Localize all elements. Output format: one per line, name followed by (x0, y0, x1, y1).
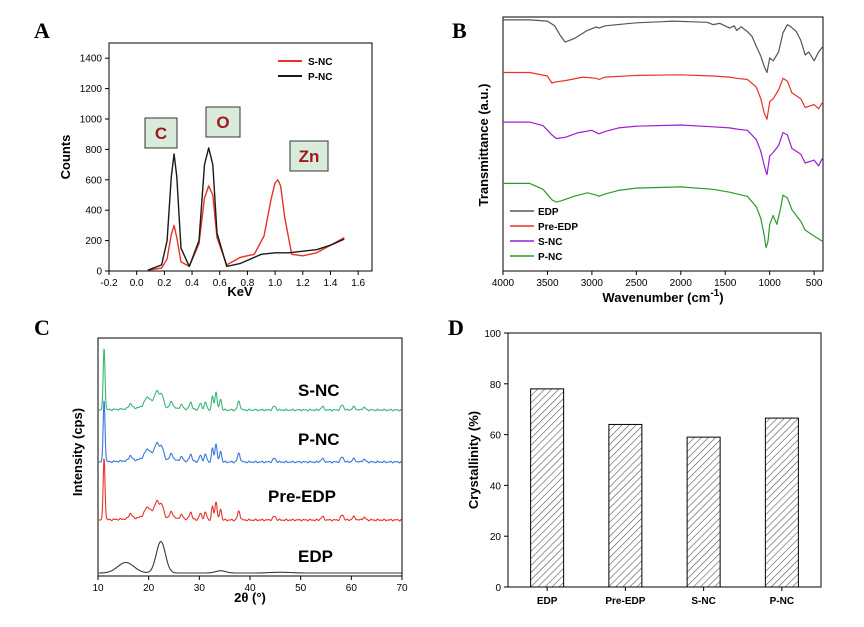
a-ytick-label: 0 (96, 267, 102, 278)
panel-a-ylabel: Counts (58, 135, 73, 180)
a-xtick-label: 1.2 (296, 278, 310, 289)
panel-d-crystallinity: 0 20 40 60 80 100 EDP Pre-EDP S-NC P-NC Crystall… (466, 329, 822, 607)
c-series-p-nc (98, 400, 402, 464)
c-series-edp (98, 540, 402, 574)
panel-letter-d: D (448, 315, 464, 340)
panel-letter-c: C (34, 315, 50, 340)
c-xtick-label: 20 (143, 583, 155, 594)
b-xtick-label: 2000 (670, 278, 693, 289)
panel-a-eds: -0.2 0.0 0.2 0.4 0.6 0.8 1.0 1.2 1.4 1.6 0 200 400 60… (58, 42, 373, 299)
c-xtick-label: 70 (396, 583, 408, 594)
d-category-label: S-NC (691, 596, 715, 607)
panel-a-frame (108, 42, 373, 272)
a-ytick-label: 1200 (80, 84, 103, 95)
element-box-o (205, 106, 241, 138)
b-xtick-label: 3000 (581, 278, 604, 289)
legend-label-s-nc: S-NC (308, 57, 332, 68)
panel-b-frame (502, 16, 824, 272)
b-xtick-label: 4000 (492, 278, 515, 289)
panel-a-xlabel: KeV (227, 284, 253, 299)
panel-b-xlabel: Wavenumber (cm-1) (602, 288, 723, 305)
d-ytick-label: 0 (495, 583, 501, 594)
a-xtick-label: 1.4 (324, 278, 338, 289)
panel-c-ylabel: Intensity (cps) (70, 408, 85, 496)
d-ytick-label: 80 (490, 380, 502, 391)
b-xtick-label: 3500 (536, 278, 559, 289)
a-xtick-label: 0.6 (213, 278, 227, 289)
a-xtick-label: 1.6 (351, 278, 365, 289)
a-xtick-label: 0.2 (157, 278, 171, 289)
xrd-label-s-nc: S-NC (298, 381, 340, 400)
element-box-c (144, 117, 178, 149)
d-ytick-label: 40 (490, 481, 502, 492)
c-xtick-label: 50 (295, 583, 307, 594)
b-series-edp (503, 19, 824, 74)
panel-c-frame (97, 337, 403, 577)
b-series-pre-edp (503, 71, 824, 120)
a-ytick-label: 200 (85, 236, 102, 247)
c-xtick-label: 60 (346, 583, 358, 594)
panel-c-xlabel: 2θ (°) (234, 590, 266, 605)
d-category-label: Pre-EDP (605, 596, 645, 607)
a-ytick-label: 1000 (80, 115, 103, 126)
a-ytick-label: 800 (85, 145, 102, 156)
panel-letter-a: A (34, 18, 50, 43)
c-series-s-nc (98, 348, 402, 412)
d-ytick-label: 100 (484, 329, 501, 340)
a-xtick-label: 1.0 (268, 278, 282, 289)
element-label-c: C (155, 124, 167, 143)
b-series-s-nc (503, 121, 824, 176)
xrd-label-p-nc: P-NC (298, 430, 340, 449)
xrd-label-pre-edp: Pre-EDP (268, 487, 336, 506)
c-series-pre-edp (98, 458, 402, 522)
a-ytick-label: 400 (85, 206, 102, 217)
element-label-o: O (216, 113, 229, 132)
c-xtick-label: 30 (194, 583, 206, 594)
a-ytick-label: 1400 (80, 54, 103, 65)
a-ytick-label: 600 (85, 175, 102, 186)
a-xtick-label: 0.8 (240, 278, 254, 289)
xrd-label-edp: EDP (298, 547, 333, 566)
d-category-label: P-NC (770, 596, 794, 607)
legend-label-edp: EDP (538, 207, 559, 218)
legend-label-p-nc-b: P-NC (538, 252, 562, 263)
bar-pre-edp (608, 423, 643, 588)
bar-s-nc (686, 436, 721, 588)
b-xtick-label: 1500 (714, 278, 737, 289)
a-xtick-label: 0.0 (130, 278, 144, 289)
b-xtick-label: 2500 (625, 278, 648, 289)
legend-label-s-nc-b: S-NC (538, 237, 562, 248)
b-series-p-nc (503, 182, 824, 249)
element-label-zn: Zn (299, 147, 320, 166)
a-xtick-label: -0.2 (100, 278, 118, 289)
a-series-p-nc (147, 147, 345, 271)
panel-c-xrd: 10 20 30 40 50 60 70 2θ (°) Intensity (cps) S-… (70, 337, 408, 605)
legend-label-p-nc: P-NC (308, 72, 332, 83)
b-xtick-label: 1000 (759, 278, 782, 289)
d-ytick-label: 20 (490, 532, 502, 543)
bar-edp (530, 388, 565, 588)
panel-letter-b: B (452, 18, 467, 43)
c-xtick-label: 10 (92, 583, 104, 594)
c-xtick-label: 40 (244, 583, 256, 594)
legend-label-pre-edp: Pre-EDP (538, 222, 578, 233)
d-ytick-label: 60 (490, 431, 502, 442)
element-box-zn (289, 140, 329, 172)
b-xtick-label: 500 (806, 278, 823, 289)
panel-b-ftir: 4000 3500 3000 2500 2000 1500 1000 500 Wavenumb… (476, 16, 824, 305)
panel-d-ylabel: Crystallinity (%) (466, 411, 481, 509)
panel-b-ylabel: Transmittance (a.u.) (476, 84, 491, 207)
a-xtick-label: 0.4 (185, 278, 199, 289)
bar-p-nc (764, 417, 799, 588)
panel-d-frame (507, 332, 822, 588)
d-category-label: EDP (537, 596, 558, 607)
